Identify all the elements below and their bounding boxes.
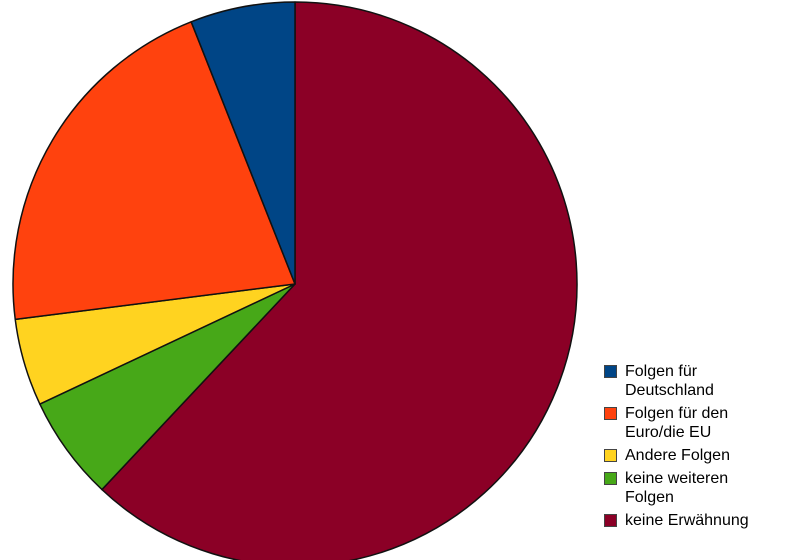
pie-chart (12, 1, 578, 560)
legend-swatch (604, 449, 617, 462)
legend-swatch (604, 472, 617, 485)
legend-label: keine weiteren Folgen (625, 470, 729, 506)
legend-item-euro-eu: Folgen für den Euro/die EU (604, 404, 790, 442)
legend-label: Folgen für Deutschland (625, 363, 714, 399)
legend-swatch (604, 365, 617, 378)
legend: Folgen für Deutschland Folgen für den Eu… (604, 362, 790, 534)
legend-label: Andere Folgen (625, 447, 730, 464)
legend-item-keine-weiteren-folgen: keine weiteren Folgen (604, 469, 790, 507)
legend-item-deutschland: Folgen für Deutschland (604, 362, 790, 400)
legend-swatch (604, 407, 617, 420)
pie-slice-keine-erw-hnung (101, 1, 578, 560)
legend-label: Folgen für den Euro/die EU (625, 405, 729, 441)
pie-slice-folgen-f-r-den-euro-die-eu (12, 21, 296, 321)
pie-slice-folgen-f-r-deutschland (190, 1, 296, 285)
legend-label: keine Erwähnung (625, 512, 749, 529)
legend-item-keine-erwaehnung: keine Erwähnung (604, 511, 790, 530)
legend-item-andere-folgen: Andere Folgen (604, 446, 790, 465)
legend-swatch (604, 514, 617, 527)
